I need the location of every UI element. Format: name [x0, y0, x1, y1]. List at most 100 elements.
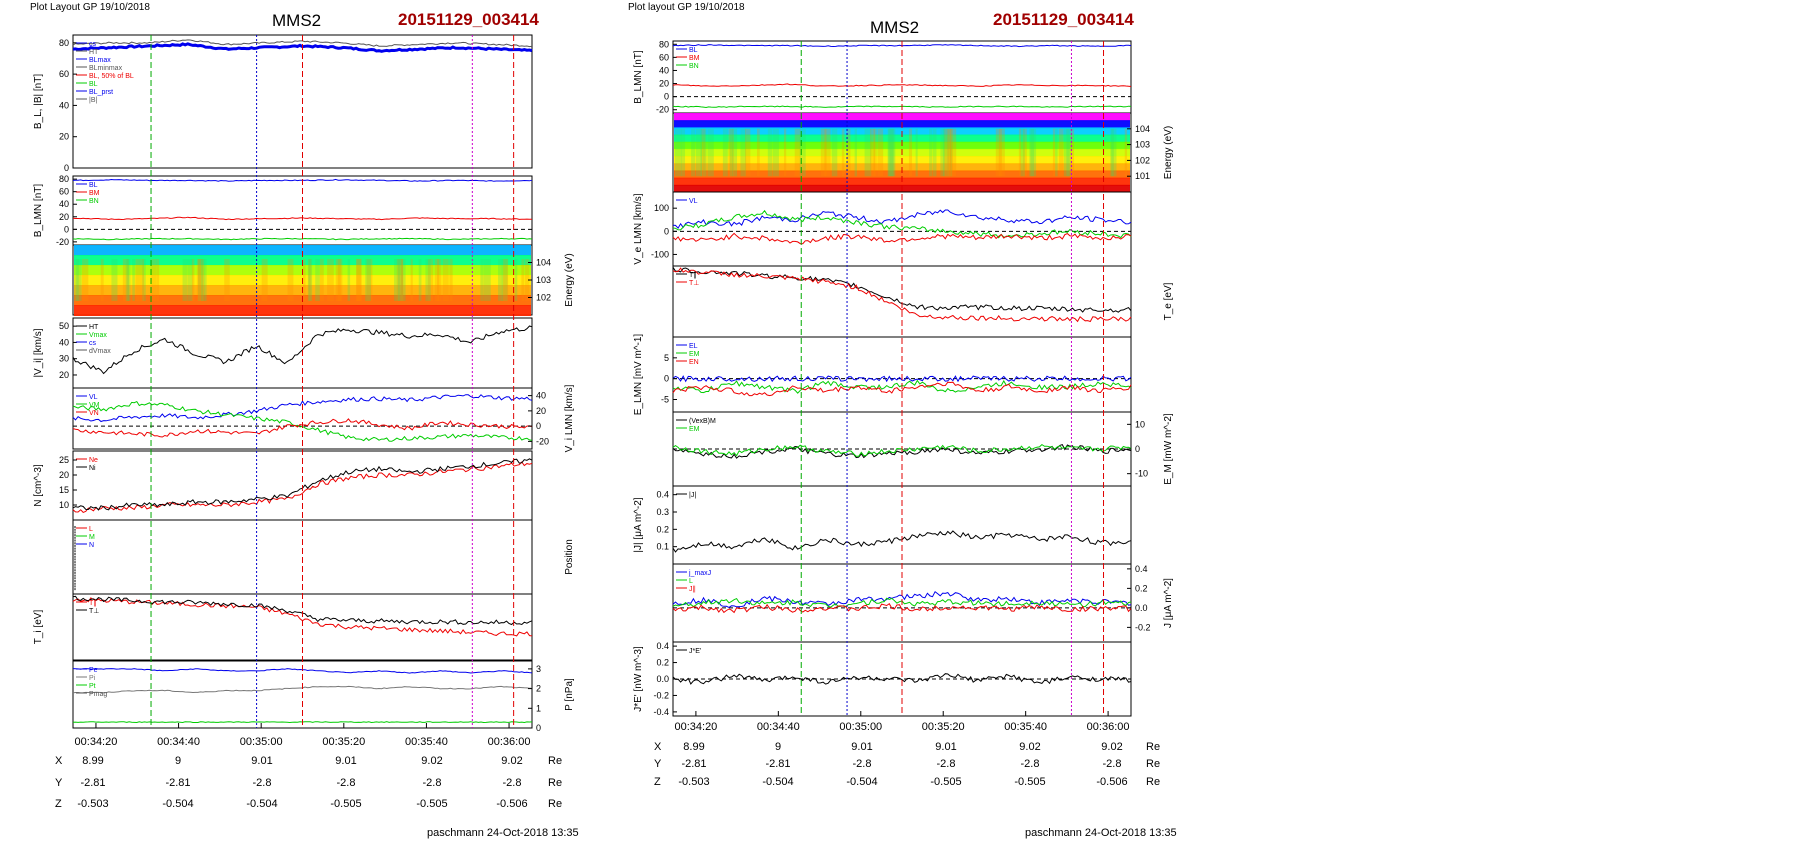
spectrogram-texture [1055, 128, 1058, 177]
y-tick-label: 0.2 [656, 658, 669, 668]
legend-entry: |B| [89, 97, 97, 104]
event-id-right: 20151129_003414 [993, 10, 1134, 29]
spectrogram-texture [722, 128, 728, 177]
legend-entry: Pmag [89, 691, 107, 698]
spectrogram-texture [802, 128, 806, 177]
spectrogram-texture [204, 259, 207, 301]
spectrogram-texture [864, 128, 872, 177]
event-id-left: 20151129_003414 [398, 10, 539, 29]
legend-entry: EM [689, 351, 700, 358]
y-tick-label: 40 [659, 65, 669, 75]
panel-3: T_e [eV] T∥T⊥ [672, 265, 1174, 338]
position-value: -2.81 [765, 758, 790, 770]
y-axis-label: J [μA m^-2] [1163, 578, 1174, 628]
y-tick-label: 1 [536, 703, 541, 713]
y-axis-label: B_LMN [nT] [633, 50, 644, 104]
position-value: -2.81 [80, 777, 105, 789]
y-tick-label: 0.4 [656, 641, 669, 651]
spectrogram-texture [940, 128, 945, 177]
series-line [672, 267, 1132, 323]
y-tick-label: 0.2 [656, 524, 669, 534]
time-tick-label: 00:34:40 [157, 736, 200, 748]
spectrogram-texture [702, 128, 707, 177]
position-row-label: Z [55, 798, 62, 810]
y-tick-label: 3 [536, 664, 541, 674]
legend-entry: BM [689, 55, 700, 62]
spectrogram-texture [82, 259, 89, 301]
spacecraft-label-left: MMS2 [272, 11, 321, 30]
position-value: 9.01 [851, 741, 872, 753]
spectrogram-texture [870, 128, 875, 177]
y-tick-label: -0.4 [653, 707, 669, 717]
spectrogram-texture [127, 259, 131, 301]
position-row-label: Z [654, 776, 661, 788]
position-unit: Re [1146, 741, 1160, 753]
spectrogram-texture [929, 128, 933, 177]
position-value: -0.504 [162, 798, 193, 810]
position-value: 9.01 [251, 755, 272, 767]
spectrogram-texture [521, 259, 525, 301]
spectrogram-texture [261, 259, 268, 301]
y-axis-label: B_L, |B| [nT] [33, 74, 44, 129]
spectrogram-texture [480, 259, 484, 301]
y-tick-label: -20 [656, 105, 669, 115]
spectrogram-texture [707, 128, 714, 177]
y-tick-label: 20 [659, 79, 669, 89]
spectrogram-texture [142, 259, 146, 301]
layout-label-right: Plot layout GP 19/10/2018 [628, 2, 745, 13]
y-tick-label: 103 [536, 275, 551, 285]
time-tick-label: 00:34:20 [75, 736, 118, 748]
y-tick-label: 25 [59, 455, 69, 465]
position-value: 8.99 [82, 755, 103, 767]
legend-entry: BLmax [89, 57, 111, 64]
spectrogram-texture [483, 259, 491, 301]
position-row-label: X [55, 755, 63, 767]
position-unit: Re [1146, 776, 1160, 788]
spectrogram-texture [1058, 128, 1064, 177]
spectrogram-texture [887, 128, 895, 177]
position-value: 9.02 [501, 755, 522, 767]
spectrogram-texture [309, 259, 313, 301]
y-tick-label: 20 [59, 132, 69, 142]
spectrogram-texture [125, 259, 129, 301]
panel-frame [672, 485, 1132, 565]
y-tick-label: 104 [1135, 124, 1150, 134]
y-tick-label: 60 [659, 52, 669, 62]
y-tick-label: 40 [59, 199, 69, 209]
y-tick-label: 101 [1135, 171, 1150, 181]
spectrogram-texture [394, 259, 400, 301]
spectrogram-texture [224, 259, 230, 301]
time-tick-label: 00:34:40 [757, 721, 800, 733]
legend-entry: cs [89, 340, 97, 347]
y-axis-label: E_M [mW m^-2] [1163, 413, 1174, 485]
y-tick-label: -20 [536, 436, 549, 446]
spacecraft-label-right: MMS2 [870, 18, 919, 37]
spectrogram-texture [197, 259, 205, 301]
spectrogram-texture [307, 259, 311, 301]
spectrogram-texture [877, 128, 884, 177]
spectrogram-texture [783, 128, 787, 177]
y-tick-label: 0.0 [656, 674, 669, 684]
spectrogram-texture [1110, 128, 1114, 177]
y-tick-label: 60 [59, 69, 69, 79]
y-tick-label: 50 [59, 321, 69, 331]
y-tick-label: 0.4 [656, 490, 669, 500]
legend-entry: J*E' [689, 648, 701, 655]
y-axis-label: E_LMN [mV m^-1] [633, 334, 644, 416]
position-value: -2.8 [937, 758, 956, 770]
panel-2: 102 103 104 Energy (eV) [72, 244, 575, 316]
spectrogram-texture [756, 128, 760, 177]
y-tick-label: -0.2 [653, 690, 669, 700]
legend-entry: BL, 50% of BL [89, 73, 134, 80]
y-axis-label: |J| [μA m^-2] [633, 497, 644, 552]
spectrogram-texture [287, 259, 294, 301]
legend-entry: BN [689, 63, 699, 70]
spectrogram-texture [1029, 128, 1037, 177]
y-axis-label: N [cm^-3] [33, 464, 44, 507]
position-row-label: Y [55, 777, 63, 789]
